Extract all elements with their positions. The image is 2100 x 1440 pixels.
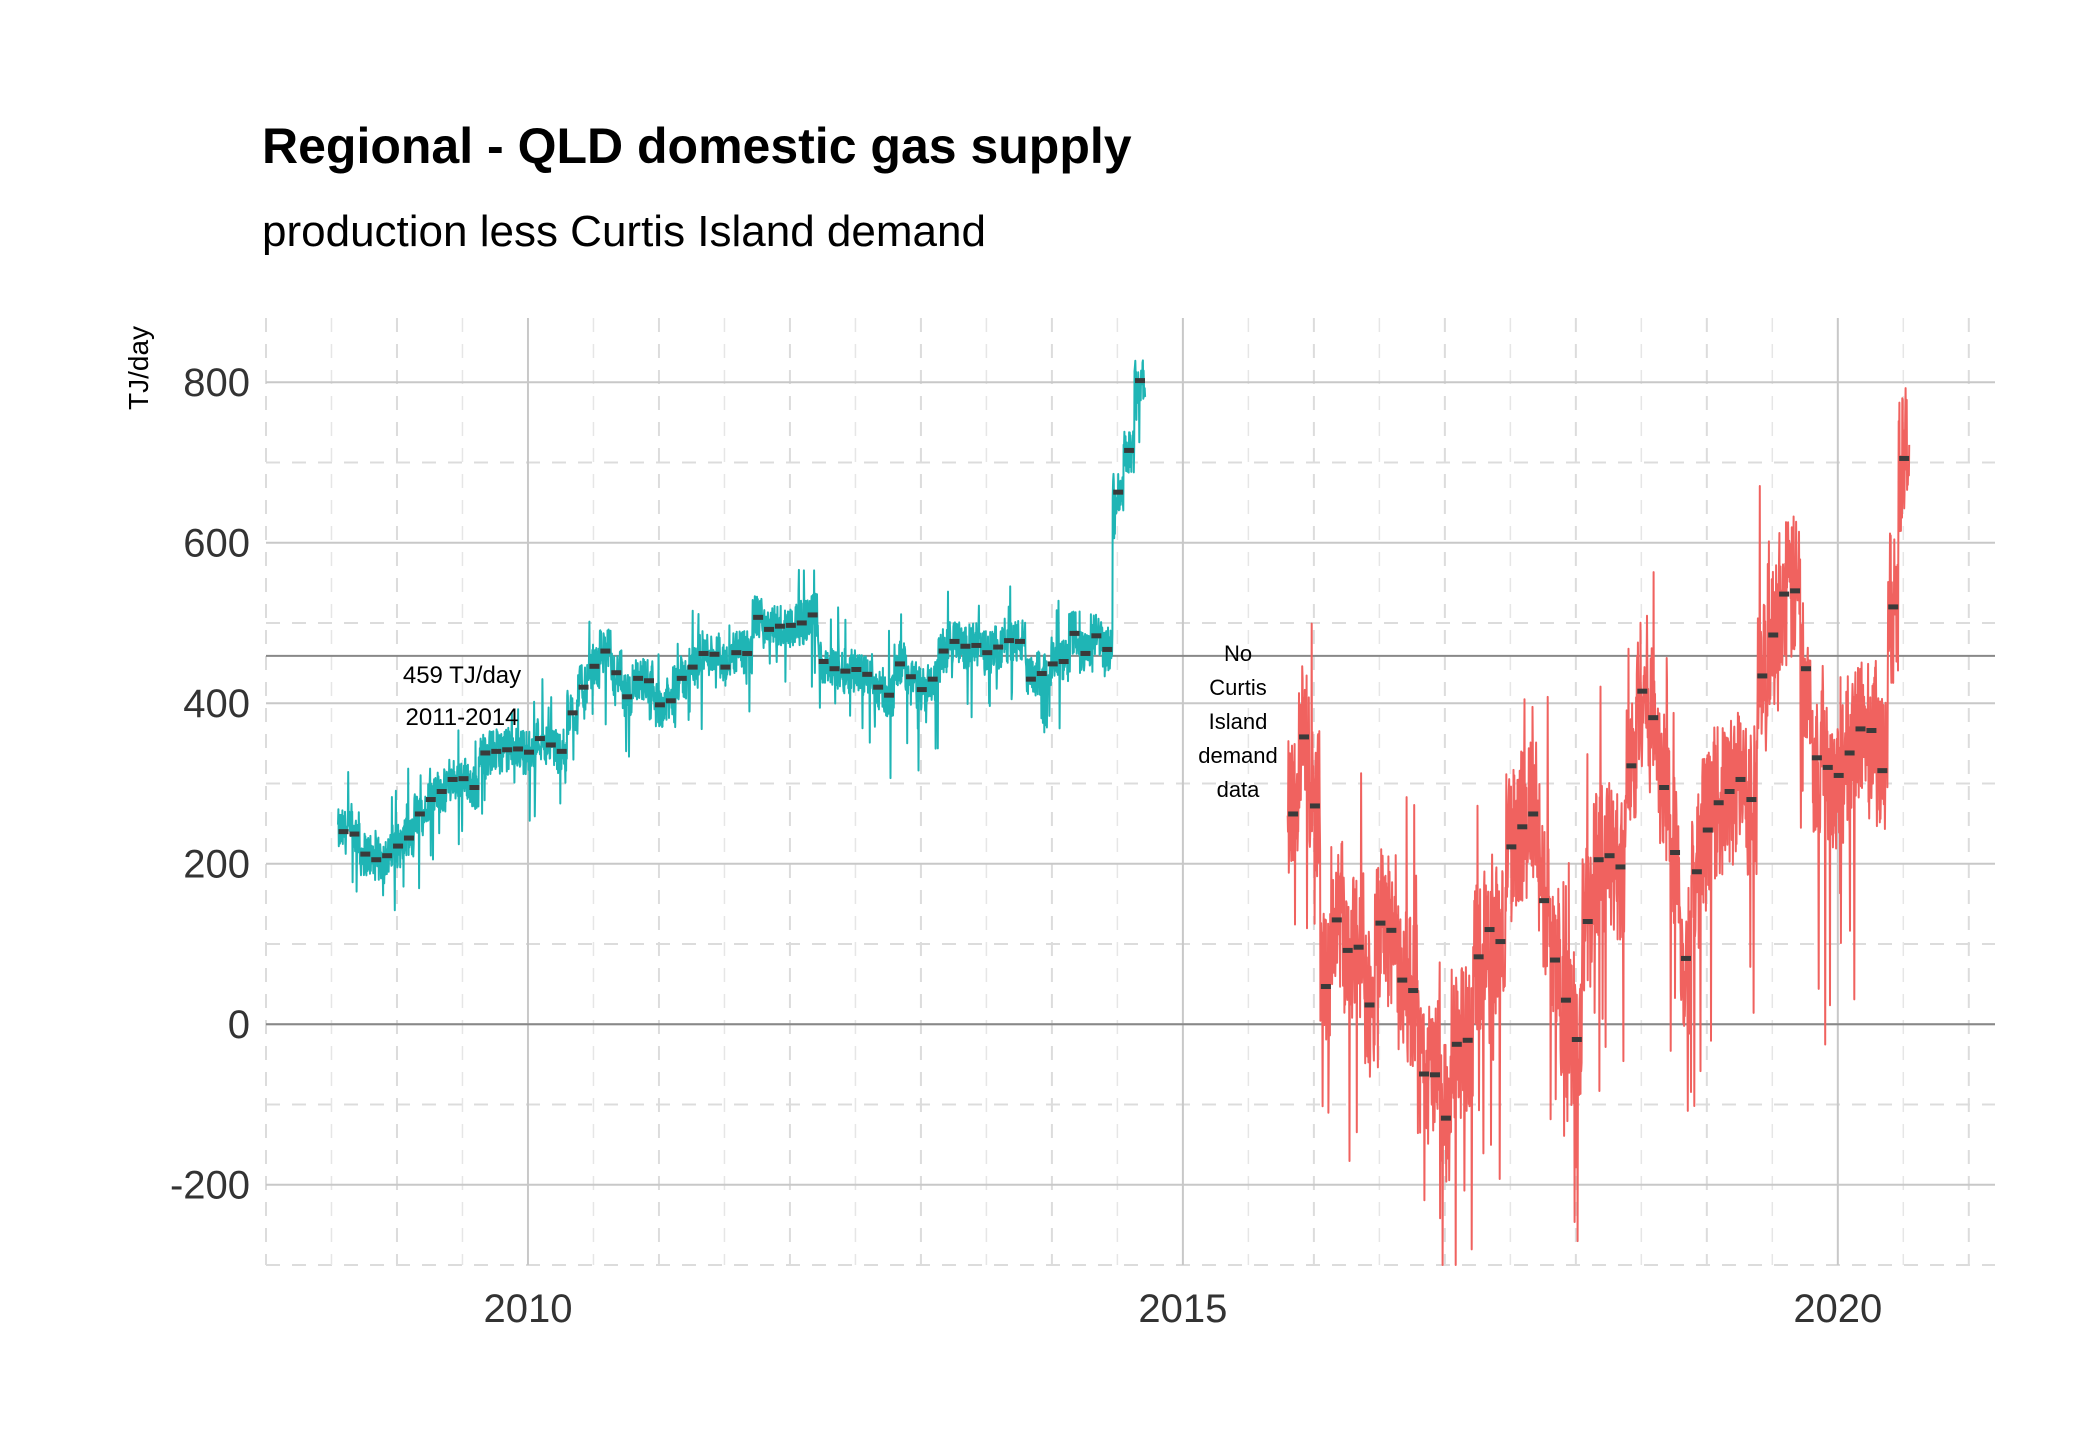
gap-annotation-line: Island (1209, 709, 1268, 734)
x-tick-label: 2010 (483, 1287, 572, 1331)
y-tick-label: 400 (183, 682, 250, 726)
x-tick-label: 2015 (1138, 1287, 1227, 1331)
chart-subtitle: production less Curtis Island demand (262, 207, 986, 256)
y-axis-label: TJ/day (123, 326, 154, 410)
gap-annotation-line: Curtis (1209, 675, 1266, 700)
series-line-1 (337, 359, 1147, 912)
gap-annotation-line: data (1217, 777, 1261, 802)
average-label: 459 TJ/day (403, 662, 521, 689)
y-tick-label: 800 (183, 361, 250, 405)
series-line-2 (1286, 387, 1911, 1266)
monthly-mean-markers (338, 378, 1910, 1121)
axis-ticks: -200 0 200 400 600 800 2010 2015 2020 (170, 361, 1882, 1331)
annotations: 459 TJ/day 2011-2014 No Curtis Island demand d… (403, 641, 1278, 802)
y-tick-label: 200 (183, 843, 250, 887)
average-period-label: 2011-2014 (406, 704, 519, 731)
y-tick-label: 600 (183, 522, 250, 566)
series-lines (337, 359, 1911, 1266)
y-tick-label: 0 (228, 1003, 250, 1047)
y-tick-label: -200 (170, 1164, 250, 1208)
gap-annotation-line: demand (1198, 743, 1278, 768)
chart-title: Regional - QLD domestic gas supply (262, 118, 1132, 174)
reference-lines (266, 654, 1995, 1026)
gap-annotation-line: No (1224, 641, 1252, 666)
x-tick-label: 2020 (1793, 1287, 1882, 1331)
